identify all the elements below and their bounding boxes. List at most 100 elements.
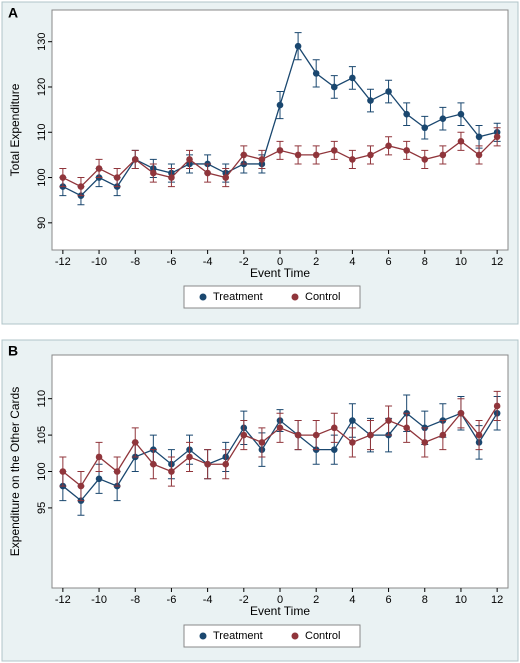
legend-box: [183, 285, 361, 309]
legend-label: Control: [305, 630, 340, 642]
x-tick-label: -6: [167, 256, 177, 268]
point: [258, 439, 266, 446]
plot-area: [51, 354, 509, 589]
point: [186, 453, 193, 461]
point: [493, 402, 501, 410]
point: [385, 142, 392, 150]
point: [403, 424, 410, 432]
x-tick-label: 6: [386, 256, 392, 268]
point: [294, 42, 302, 50]
point: [131, 439, 139, 446]
point: [439, 115, 447, 122]
legend-marker: [199, 632, 207, 640]
point: [349, 417, 356, 424]
y-tick-label: 130: [36, 33, 48, 51]
point: [421, 439, 429, 446]
point: [258, 156, 266, 163]
point: [349, 439, 356, 446]
x-tick-label: -10: [91, 594, 107, 606]
x-axis-title: Event Time: [250, 266, 310, 280]
point: [475, 431, 483, 439]
point: [330, 83, 338, 91]
x-tick-label: -2: [239, 256, 249, 268]
point: [95, 165, 103, 172]
x-tick-label: 8: [422, 256, 428, 268]
y-tick-label: 110: [36, 390, 48, 408]
point: [403, 147, 410, 154]
x-tick-label: 8: [422, 594, 428, 606]
point: [186, 156, 193, 163]
point: [240, 431, 248, 439]
x-tick-label: 12: [491, 594, 503, 606]
point: [59, 468, 67, 475]
point: [113, 468, 121, 475]
point: [312, 151, 320, 159]
x-tick-label: -10: [91, 256, 107, 268]
point: [385, 88, 392, 95]
point: [457, 409, 465, 417]
point: [204, 169, 211, 177]
point: [276, 101, 284, 109]
legend-label: Treatment: [213, 630, 263, 642]
x-tick-label: 10: [455, 594, 467, 606]
legend-box: [183, 624, 361, 648]
x-tick-label: 0: [277, 594, 283, 606]
point: [204, 460, 211, 468]
x-tick-label: 10: [455, 256, 467, 268]
x-tick-label: -4: [203, 594, 213, 606]
point: [77, 482, 85, 490]
y-axis-title: Expenditure on the Other Cards: [8, 387, 22, 556]
point: [312, 431, 320, 439]
point: [168, 174, 175, 181]
point: [312, 70, 320, 77]
point: [95, 475, 103, 483]
y-tick-label: 95: [36, 502, 48, 514]
point: [222, 174, 230, 181]
point: [475, 151, 483, 159]
point: [276, 424, 284, 432]
y-tick-label: 90: [36, 217, 48, 229]
legend-marker: [291, 293, 299, 301]
point: [150, 169, 157, 177]
x-tick-label: -2: [239, 594, 249, 606]
point: [131, 156, 139, 163]
point: [475, 133, 483, 141]
x-axis-title: Event Time: [250, 604, 310, 618]
point: [367, 97, 374, 104]
legend-label: Control: [305, 291, 340, 303]
x-tick-label: 0: [277, 256, 283, 268]
point: [493, 133, 501, 141]
x-tick-label: 4: [349, 594, 355, 606]
y-tick-label: 100: [36, 462, 48, 480]
point: [349, 74, 356, 82]
y-tick-label: 120: [36, 78, 48, 96]
x-tick-label: 6: [386, 594, 392, 606]
point: [330, 424, 338, 432]
point: [294, 151, 302, 159]
y-tick-label: 110: [36, 123, 48, 141]
point: [439, 431, 447, 439]
x-tick-label: -8: [130, 256, 140, 268]
x-tick-label: -12: [55, 594, 71, 606]
x-tick-label: 2: [313, 256, 319, 268]
plot-area: [51, 9, 509, 251]
x-tick-label: -6: [167, 594, 177, 606]
point: [59, 174, 67, 181]
legend-marker: [291, 632, 299, 640]
point: [439, 151, 447, 159]
point: [421, 156, 429, 163]
x-tick-label: -8: [130, 594, 140, 606]
x-tick-label: 2: [313, 594, 319, 606]
point: [457, 138, 465, 145]
point: [95, 453, 103, 461]
legend-marker: [199, 293, 207, 301]
legend-label: Treatment: [213, 291, 263, 303]
point: [385, 417, 392, 424]
y-tick-label: 100: [36, 168, 48, 186]
y-axis-title: Total Expenditure: [8, 83, 22, 176]
point: [113, 174, 121, 181]
point: [457, 110, 465, 118]
point: [294, 431, 302, 439]
point: [403, 110, 410, 118]
